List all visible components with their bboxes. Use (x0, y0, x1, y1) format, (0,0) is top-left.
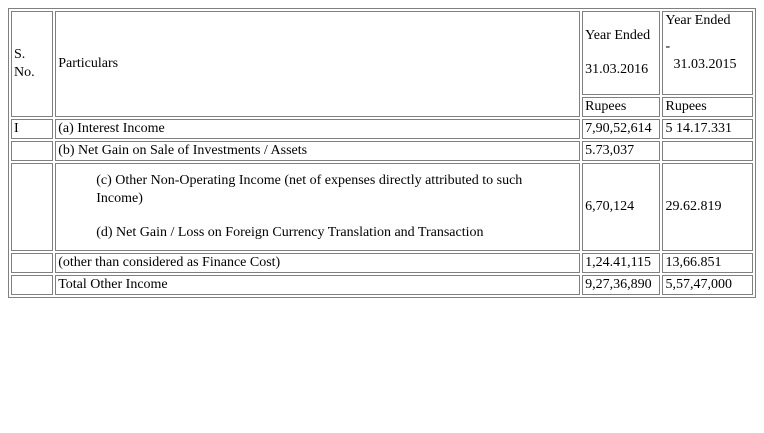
row-value-2015: 13,66.851 (662, 253, 753, 273)
row-value-2016: 6,70,124 (582, 163, 661, 251)
row-value-2015: 5 14.17.331 (662, 119, 753, 139)
table-header-row: S. No. Particulars Year Ended 31.03.2016… (11, 11, 753, 117)
row-value-2016: 7,90,52,614 (582, 119, 661, 139)
particulars-header: Particulars (55, 11, 581, 117)
table-row: (c) Other Non-Operating Income (net of e… (11, 163, 753, 251)
table-row: (b) Net Gain on Sale of Investments / As… (11, 141, 753, 161)
row-sno (11, 141, 54, 161)
row-particulars: (a) Interest Income (55, 119, 581, 139)
year-2015-header-date: 31.03.2015 (673, 57, 737, 72)
row-sno (11, 163, 54, 251)
year-2016-header-label: Year Ended (585, 28, 651, 43)
row-value-2016: 1,24.41,115 (582, 253, 661, 273)
table-unit-row: Rupees Rupees (11, 97, 753, 117)
other-income-table: S. No. Particulars Year Ended 31.03.2016… (8, 8, 756, 298)
table-row: I (a) Interest Income 7,90,52,614 5 14.1… (11, 119, 753, 139)
particulars-d: (d) Net Gain / Loss on Foreign Currency … (96, 225, 484, 240)
year-2015-header: Year Ended - 31.03.2015 (662, 11, 753, 95)
sno-header: S. No. (11, 11, 54, 117)
row-particulars: (b) Net Gain on Sale of Investments / As… (55, 141, 581, 161)
total-2015: 5,57,47,000 (662, 275, 753, 295)
total-2016: 9,27,36,890 (582, 275, 661, 295)
row-particulars: (other than considered as Finance Cost) (55, 253, 581, 273)
row-particulars: (c) Other Non-Operating Income (net of e… (55, 163, 581, 251)
particulars-c: (c) Other Non-Operating Income (net of e… (96, 173, 523, 206)
row-value-2016: 5.73,037 (582, 141, 661, 161)
sno-header-line1: S. (14, 47, 26, 62)
row-value-2015 (662, 141, 753, 161)
year-2016-header: Year Ended 31.03.2016 (582, 11, 661, 95)
row-sno (11, 253, 54, 273)
table-row: (other than considered as Finance Cost) … (11, 253, 753, 273)
total-row: Total Other Income 9,27,36,890 5,57,47,0… (11, 275, 753, 295)
row-sno (11, 275, 54, 295)
unit-2015: Rupees (662, 97, 753, 117)
year-2016-header-date: 31.03.2016 (585, 62, 649, 77)
sno-header-line2: No. (14, 65, 35, 80)
row-sno: I (11, 119, 54, 139)
row-particulars: Total Other Income (55, 275, 581, 295)
year-2015-header-label: Year Ended (665, 13, 731, 28)
row-value-2015: 29.62.819 (662, 163, 753, 251)
unit-2016: Rupees (582, 97, 661, 117)
year-2015-header-dash: - (665, 39, 671, 54)
